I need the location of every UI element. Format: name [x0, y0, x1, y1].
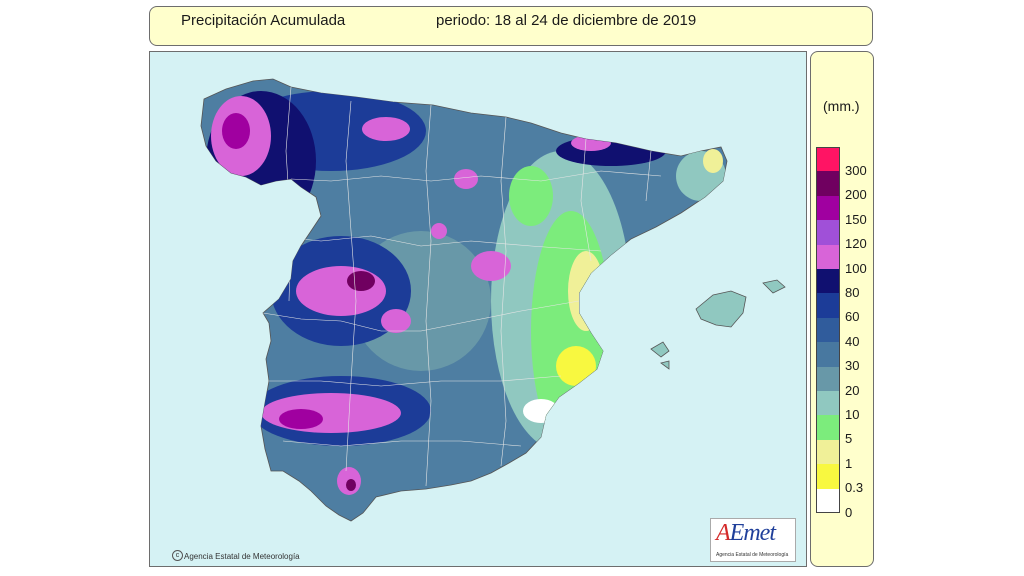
legend-label-0: 0	[845, 504, 853, 520]
period-label: periodo: 18 al 24 de diciembre de 2019	[436, 12, 697, 29]
formentera	[660, 360, 670, 370]
zone-100mm-toledo	[381, 309, 411, 333]
legend-swatch-200	[816, 171, 840, 196]
legend-unit: (mm.)	[823, 98, 860, 114]
legend-label-10: 10	[845, 407, 860, 422]
aemet-logo-text: AEmet	[716, 520, 776, 546]
legend-label-150: 150	[845, 211, 867, 227]
aemet-logo	[710, 518, 796, 562]
legend-swatch-120	[816, 220, 840, 245]
aemet-logo-subtitle: Agencia Estatal de Meteorología	[716, 552, 789, 558]
legend-swatch-80	[816, 269, 840, 294]
legend-label-300: 300	[845, 163, 867, 178]
legend-label-20: 20	[845, 382, 860, 398]
copyright-text: Agencia Estatal de Meteorología	[184, 552, 300, 561]
legend-swatch-30	[816, 342, 840, 367]
zone-200mm-gredos	[347, 271, 375, 291]
legend-swatch-0.3	[816, 464, 840, 489]
legend-label-1: 1	[845, 455, 853, 471]
legend-label-5: 5	[845, 431, 853, 447]
legend-label-80: 80	[845, 285, 860, 300]
legend-label-30: 30	[845, 358, 860, 374]
legend-swatch-150	[816, 195, 840, 221]
ibiza	[650, 341, 670, 358]
precipitation-map	[149, 51, 807, 567]
zone-5mm-ebro	[509, 166, 553, 226]
zone-1mm-catalonia	[703, 149, 723, 173]
map-title: Precipitación Acumulada	[181, 12, 346, 29]
legend-swatch-10	[816, 391, 840, 416]
legend-swatch-5	[816, 415, 840, 440]
legend-swatch-0	[816, 488, 840, 513]
legend-label-120: 120	[845, 236, 867, 252]
zone-100mm-navarra	[571, 135, 611, 151]
zone-100mm-madrid	[431, 223, 447, 239]
copyright-icon: c	[172, 550, 183, 561]
legend-swatch-100	[816, 244, 840, 269]
menorca	[762, 279, 786, 294]
zone-100mm-soria	[454, 169, 478, 189]
legend-swatch-300	[816, 147, 840, 172]
zone-200mm-grazalema	[346, 479, 356, 491]
map-svg	[200, 78, 786, 522]
zone-100mm-iberico	[471, 251, 511, 281]
zone-100mm-sierra-morena	[261, 393, 401, 433]
legend-label-60: 60	[845, 309, 860, 325]
title-bar	[149, 6, 873, 46]
zone-150mm-sierra-morena	[279, 409, 323, 429]
legend-swatch-1	[816, 439, 840, 465]
zone-1mm-valencia	[568, 251, 604, 331]
legend-label-200: 200	[845, 187, 867, 203]
legend-swatch-60	[816, 293, 840, 318]
legend-swatch-20	[816, 366, 840, 391]
legend-swatch-40	[816, 317, 840, 343]
legend-label-40: 40	[845, 333, 860, 349]
province-boundaries	[262, 86, 662, 487]
zone-100mm-gredos	[296, 266, 386, 316]
mallorca	[695, 290, 747, 328]
legend-label-100: 100	[845, 260, 867, 276]
zone-150mm-galicia	[222, 113, 250, 149]
zone-0mm-murcia	[523, 399, 559, 423]
zone-100mm-asturias	[362, 117, 410, 141]
legend-label-0.3: 0.3	[845, 480, 864, 496]
zone-0-3mm-alicante	[556, 346, 596, 386]
